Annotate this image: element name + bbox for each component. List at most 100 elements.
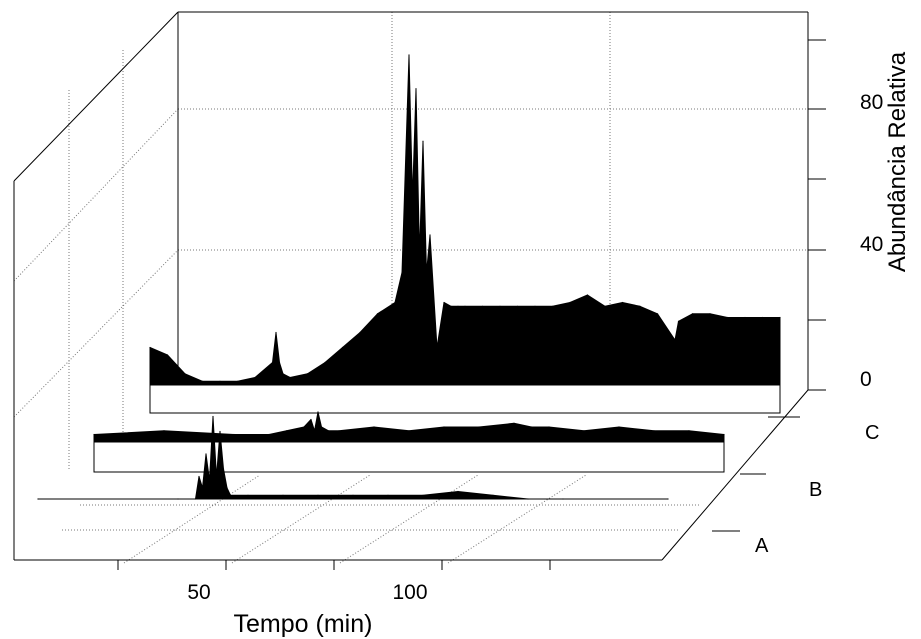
data-point bbox=[744, 316, 746, 319]
floor-gridline bbox=[339, 474, 479, 564]
data-point bbox=[667, 498, 669, 500]
data-point bbox=[201, 380, 204, 382]
data-point bbox=[352, 494, 354, 496]
data-point bbox=[674, 339, 676, 341]
data-point bbox=[254, 376, 256, 379]
data-point bbox=[376, 313, 379, 315]
data-point bbox=[478, 426, 480, 428]
data-point bbox=[586, 294, 589, 296]
data-point bbox=[201, 487, 204, 489]
side-wall-gridline bbox=[13, 249, 179, 418]
data-point bbox=[583, 430, 585, 432]
data-point bbox=[408, 54, 410, 56]
data-point bbox=[306, 373, 309, 375]
data-point bbox=[149, 346, 151, 349]
data-point bbox=[691, 313, 694, 315]
data-point bbox=[215, 475, 218, 478]
data-point bbox=[268, 433, 270, 436]
data-point bbox=[327, 430, 330, 432]
data-point bbox=[411, 196, 414, 199]
data-point bbox=[184, 373, 186, 375]
series-trace-b bbox=[93, 411, 725, 443]
data-point bbox=[653, 430, 655, 432]
data-point bbox=[373, 426, 375, 428]
data-point bbox=[726, 316, 729, 319]
data-point bbox=[338, 430, 340, 432]
data-point bbox=[198, 475, 200, 478]
x-tick-label: 100 bbox=[392, 581, 427, 604]
data-point bbox=[236, 380, 239, 382]
data-point bbox=[282, 494, 284, 496]
data-point bbox=[534, 305, 536, 307]
data-point bbox=[688, 430, 690, 432]
data-point bbox=[499, 305, 501, 307]
data-point bbox=[464, 305, 466, 307]
data-point bbox=[93, 433, 95, 436]
data-point bbox=[324, 361, 326, 364]
frame-layer bbox=[13, 11, 826, 570]
data-point bbox=[429, 234, 431, 236]
data-point bbox=[492, 494, 494, 496]
data-point bbox=[310, 418, 312, 421]
data-point bbox=[278, 361, 281, 364]
data-point bbox=[604, 305, 606, 307]
data-point bbox=[208, 479, 211, 481]
data-point bbox=[303, 426, 305, 428]
data-point bbox=[37, 498, 39, 500]
data-point bbox=[394, 301, 396, 304]
data-point bbox=[761, 316, 764, 319]
floor-gridline bbox=[123, 474, 261, 564]
y-axis-label: Abundância Relativa bbox=[884, 51, 911, 272]
data-point bbox=[569, 301, 571, 304]
grid-layer bbox=[13, 12, 808, 564]
x-tick-label: 50 bbox=[187, 581, 210, 604]
data-point bbox=[639, 305, 641, 307]
data-point bbox=[443, 301, 445, 304]
data-point bbox=[194, 498, 197, 500]
data-point bbox=[481, 305, 484, 307]
data-point bbox=[709, 313, 711, 315]
y-tick-label: 0 bbox=[860, 368, 872, 391]
data-point bbox=[457, 490, 459, 493]
data-point bbox=[618, 426, 620, 428]
data-point bbox=[282, 373, 284, 375]
data-point bbox=[422, 494, 424, 496]
data-point bbox=[177, 498, 179, 500]
data-point bbox=[233, 433, 235, 436]
data-point bbox=[723, 433, 725, 436]
data-point bbox=[562, 498, 564, 500]
data-point bbox=[779, 316, 781, 319]
data-point bbox=[418, 253, 421, 255]
data-point bbox=[425, 271, 428, 274]
series-ribbon bbox=[149, 384, 781, 414]
data-point bbox=[317, 494, 319, 496]
data-point bbox=[271, 361, 274, 364]
data-point bbox=[450, 305, 452, 307]
y-tick-label: 40 bbox=[860, 233, 883, 256]
data-point bbox=[247, 494, 249, 496]
data-point bbox=[359, 331, 361, 334]
data-point bbox=[436, 346, 438, 349]
data-point bbox=[527, 498, 529, 500]
data-point bbox=[219, 380, 221, 382]
series-label-b: B bbox=[809, 479, 822, 501]
data-point bbox=[401, 271, 403, 274]
data-point bbox=[408, 430, 410, 432]
data-point bbox=[205, 453, 207, 455]
data-point bbox=[317, 411, 319, 413]
series-trace-c bbox=[149, 54, 781, 386]
data-point bbox=[656, 313, 659, 315]
data-point bbox=[219, 430, 221, 433]
traces-layer bbox=[37, 54, 781, 500]
data-point bbox=[530, 426, 533, 428]
data-point bbox=[387, 494, 389, 496]
data-point bbox=[422, 140, 424, 142]
data-point bbox=[415, 88, 417, 90]
data-point bbox=[275, 331, 277, 334]
data-point bbox=[320, 426, 323, 428]
data-point bbox=[222, 468, 225, 470]
data-point bbox=[516, 305, 519, 307]
series-label-a: A bbox=[755, 535, 769, 557]
